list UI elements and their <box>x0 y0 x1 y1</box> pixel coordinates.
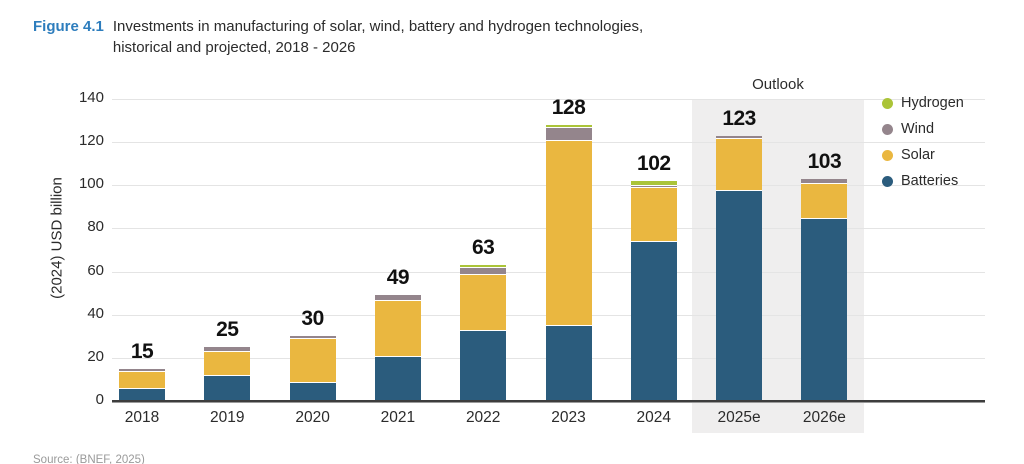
bar-segment-wind-2026e <box>801 178 848 184</box>
figure-title-line2: historical and projected, 2018 - 2026 <box>112 39 356 56</box>
legend-item-hydrogen: Hydrogen <box>882 95 964 111</box>
x-tick-label-2020: 2020 <box>295 409 330 426</box>
y-tick-label-20: 20 <box>87 347 104 365</box>
bar-segment-wind-2025e <box>716 135 763 138</box>
gridline-140 <box>112 99 985 100</box>
y-tick-label-0: 0 <box>95 391 104 408</box>
bar-value-label-2021: 49 <box>386 266 410 290</box>
y-axis-title: (2024) USD billion <box>48 177 66 299</box>
bar-value-label-2018: 15 <box>130 339 154 363</box>
figure-title-text: Investments in manufacturing of solar, w… <box>113 16 643 58</box>
bar-2019 <box>204 347 251 401</box>
bar-segment-solar-2026e <box>801 183 848 218</box>
bar-2025e <box>716 135 763 401</box>
bar-segment-wind-2024 <box>630 185 677 188</box>
bar-2024 <box>630 181 677 401</box>
bar-value-label-2020: 30 <box>301 307 324 331</box>
y-tick-label-40: 40 <box>87 304 104 322</box>
bar-segment-solar-2021 <box>374 299 421 356</box>
x-tick-label-2023: 2023 <box>551 409 586 426</box>
bar-value-label-2019: 25 <box>216 318 239 342</box>
bar-value-label-2022: 63 <box>472 236 495 260</box>
y-tick-label-80: 80 <box>87 218 104 236</box>
bar-2023 <box>545 124 592 401</box>
bar-segment-wind-2018 <box>119 368 165 371</box>
bar-segment-solar-2022 <box>460 273 507 330</box>
bar-2020 <box>289 336 336 401</box>
legend-item-batteries: Batteries <box>882 173 964 189</box>
bar-value-label-2025e: 123 <box>722 106 756 130</box>
bar-value-label-2026e: 103 <box>807 149 842 173</box>
bar-2021 <box>374 295 421 401</box>
bar-segment-solar-2024 <box>630 187 677 242</box>
y-tick-label-140: 140 <box>78 89 104 106</box>
y-tick-label-100: 100 <box>78 175 104 193</box>
legend-dot-hydrogen <box>882 97 893 109</box>
bar-segment-batteries-2024 <box>630 241 677 401</box>
x-tick-label-2025e: 2025e <box>717 409 761 426</box>
source-note: Source: (BNEF, 2025) <box>33 454 145 464</box>
x-tick-label-2026e: 2026e <box>802 409 846 426</box>
bar-segment-batteries-2022 <box>460 329 507 401</box>
legend-dot-solar <box>882 149 893 161</box>
figure-title: Figure 4.1 Investments in manufacturing … <box>33 16 643 58</box>
legend-item-solar: Solar <box>882 147 964 163</box>
bar-segment-batteries-2018 <box>119 388 165 401</box>
bar-segment-solar-2025e <box>716 137 763 190</box>
bar-2022 <box>460 265 507 401</box>
bar-segment-hydrogen-2024 <box>630 181 677 186</box>
outlook-label: Outlook <box>752 76 804 93</box>
y-tick-label-60: 60 <box>87 261 104 279</box>
legend-label-batteries: Batteries <box>901 173 959 189</box>
legend-dot-wind <box>882 123 893 135</box>
x-tick-label-2019: 2019 <box>210 409 245 426</box>
bar-segment-wind-2022 <box>460 267 507 274</box>
bar-segment-wind-2019 <box>204 347 251 352</box>
bar-segment-solar-2018 <box>119 370 165 389</box>
bar-segment-batteries-2019 <box>204 375 251 401</box>
bar-segment-batteries-2023 <box>545 325 592 401</box>
bar-segment-solar-2019 <box>204 351 251 376</box>
legend-dot-batteries <box>882 175 893 187</box>
figure-title-line1: Investments in manufacturing of solar, w… <box>112 18 644 35</box>
bar-segment-wind-2020 <box>289 336 336 339</box>
x-tick-label-2022: 2022 <box>465 409 501 426</box>
x-tick-label-2018: 2018 <box>124 409 160 426</box>
bar-2026e <box>801 178 848 401</box>
bar-segment-solar-2023 <box>545 139 592 326</box>
x-tick-label-2021: 2021 <box>380 409 416 426</box>
bar-segment-batteries-2020 <box>289 381 336 401</box>
chart-legend: Hydrogen Wind Solar Batteries <box>882 95 964 189</box>
legend-label-solar: Solar <box>901 147 935 163</box>
x-tick-label-2024: 2024 <box>636 409 672 426</box>
bar-segment-hydrogen-2022 <box>460 265 507 268</box>
figure-number-label: Figure 4.1 <box>33 18 104 35</box>
bar-segment-hydrogen-2023 <box>545 124 592 128</box>
bar-value-label-2024: 102 <box>637 152 671 175</box>
legend-label-wind: Wind <box>901 121 935 137</box>
bar-segment-wind-2021 <box>374 295 421 300</box>
bar-2018 <box>119 368 165 401</box>
legend-item-wind: Wind <box>882 121 964 137</box>
bar-segment-batteries-2025e <box>716 189 763 401</box>
bar-segment-batteries-2021 <box>374 355 421 401</box>
bar-segment-batteries-2026e <box>801 217 848 401</box>
legend-label-hydrogen: Hydrogen <box>901 95 964 111</box>
y-tick-label-120: 120 <box>78 132 104 150</box>
bar-segment-wind-2023 <box>545 127 592 140</box>
x-axis-line <box>112 400 985 403</box>
bar-segment-solar-2020 <box>289 338 336 382</box>
bar-value-label-2023: 128 <box>551 95 586 119</box>
